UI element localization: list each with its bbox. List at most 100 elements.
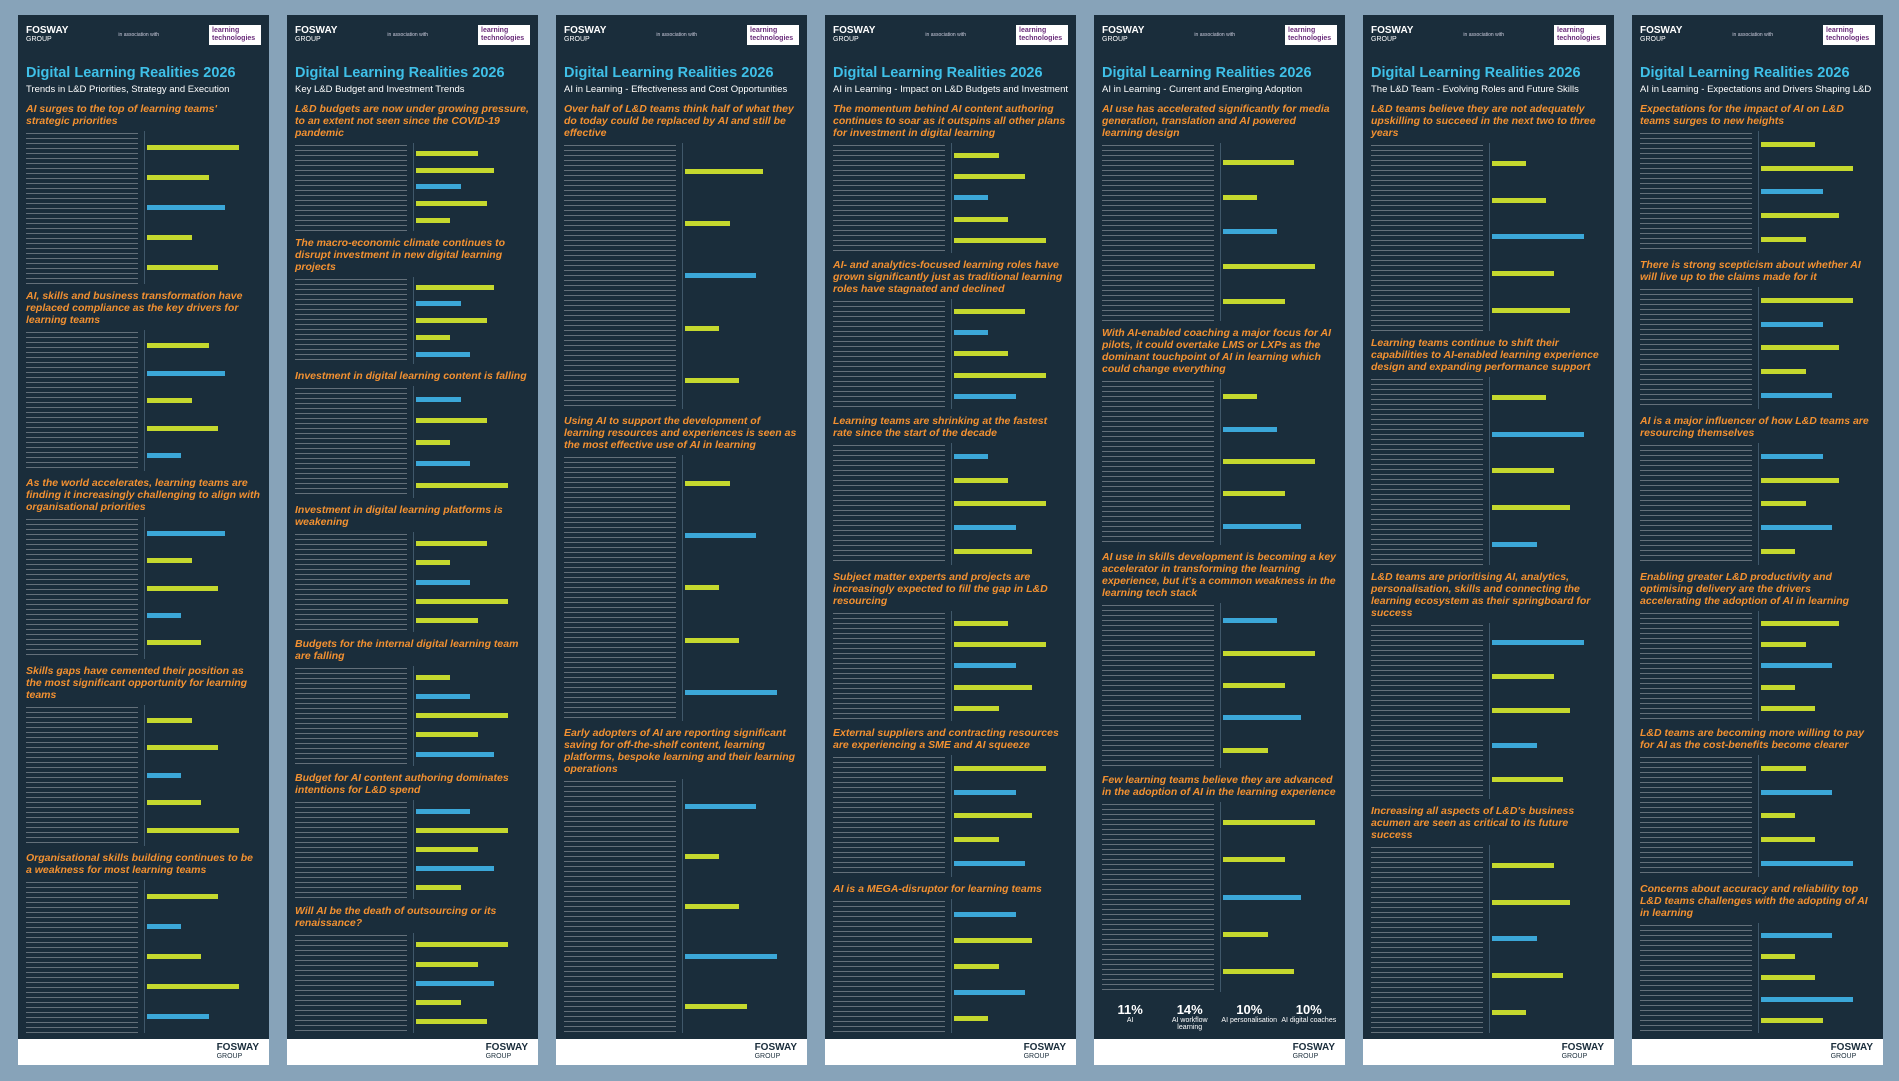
section-body <box>295 386 530 499</box>
chart-bar <box>1761 142 1815 148</box>
panel-subtitle: The L&D Team - Evolving Roles and Future… <box>1371 84 1579 95</box>
section-body <box>1640 443 1875 565</box>
section-heading: Learning teams are shrinking at the fast… <box>833 415 1048 439</box>
logo-text: FOSWAY <box>295 25 338 36</box>
body-text <box>295 799 407 900</box>
section-heading: With AI-enabled coaching a major focus f… <box>1102 326 1331 375</box>
fosway-logo: FOSWAY GROUP <box>1102 26 1144 44</box>
chart-bar <box>416 184 461 190</box>
fosway-logo: FOSWAY GROUP <box>26 26 68 44</box>
logo-sub: GROUP <box>1561 1053 1588 1060</box>
chart-bar <box>1492 197 1546 203</box>
chart-graphic <box>1758 443 1875 565</box>
body-text <box>833 443 945 565</box>
section-body <box>26 704 261 846</box>
partner-logo: learning technologies <box>1285 25 1337 45</box>
section: With AI-enabled coaching a major focus f… <box>1102 327 1337 545</box>
section-heading: Learning teams continue to shift their c… <box>1371 337 1599 373</box>
chart-bar <box>1223 650 1315 656</box>
section-heading: L&D teams are becoming more willing to p… <box>1640 727 1865 751</box>
sections: The momentum behind AI content authoring… <box>833 103 1068 1039</box>
association-text: in association with <box>656 32 697 38</box>
body-text <box>1640 923 1752 1033</box>
section: Concerns about accuracy and reliability … <box>1640 883 1875 1033</box>
chart-bar <box>416 866 495 872</box>
section-body <box>1640 923 1875 1033</box>
chart-graphic <box>1220 378 1337 545</box>
chart-bar <box>954 860 1025 866</box>
chart-bar <box>1761 933 1832 939</box>
chart-bar <box>1492 542 1537 548</box>
chart-bar <box>1492 160 1526 166</box>
section-heading: AI use in skills development is becoming… <box>1102 550 1336 599</box>
section-heading: AI is a major influencer of how L&D team… <box>1640 415 1869 439</box>
section-body <box>1371 143 1606 331</box>
chart-bar <box>147 175 209 181</box>
chart-bar <box>416 418 487 424</box>
chart-graphic <box>951 443 1068 565</box>
chart-graphic <box>1220 602 1337 769</box>
chart-graphic <box>1758 131 1875 253</box>
chart-bar <box>416 579 470 585</box>
chart-bar <box>1492 308 1571 314</box>
chart-bar <box>1223 159 1294 165</box>
chart-bar <box>954 195 988 201</box>
body-text <box>1102 802 1214 992</box>
panel-title: Digital Learning Realities 2026 <box>1371 65 1581 81</box>
chart-bar <box>1492 742 1537 748</box>
section-body <box>1640 611 1875 721</box>
chart-bar <box>1223 229 1277 235</box>
stat-value: 14% <box>1176 1002 1203 1017</box>
body-text <box>833 611 945 721</box>
stat: 10% AI personalisation <box>1221 1002 1277 1031</box>
chart-bar <box>685 637 739 643</box>
section-heading: Will AI be the death of outsourcing or i… <box>295 905 497 930</box>
section-heading: Over half of L&D teams think half of wha… <box>564 103 794 139</box>
logo-text: FOSWAY <box>1640 25 1683 36</box>
section-body <box>295 933 530 1034</box>
chart-graphic <box>1489 377 1606 565</box>
section-body <box>295 276 530 365</box>
stat: 11% AI <box>1102 1002 1158 1031</box>
logo-text: FOSWAY <box>216 1042 259 1053</box>
chart-bar <box>416 396 461 402</box>
section-body <box>564 779 799 1033</box>
chart-bar <box>1761 454 1823 460</box>
section-body <box>833 755 1068 877</box>
chart-bar <box>1492 674 1554 680</box>
section: The macro-economic climate continues to … <box>295 237 530 365</box>
panel-header: FOSWAY GROUP in association with learning t… <box>1371 15 1606 55</box>
chart-bar <box>416 732 478 738</box>
section-heading: Expectations for the impact of AI on L&D… <box>1640 103 1844 127</box>
logo-sub: GROUP <box>1371 36 1397 43</box>
chart-bar <box>1223 298 1285 304</box>
chart-bar <box>1492 468 1554 474</box>
chart-bar <box>147 717 192 723</box>
chart-graphic <box>682 143 799 409</box>
body-text <box>1640 611 1752 721</box>
panel-title: Digital Learning Realities 2026 <box>1102 65 1312 81</box>
chart-bar <box>147 640 201 646</box>
section: Using AI to support the development of l… <box>564 415 799 721</box>
chart-bar <box>416 999 461 1005</box>
chart-bar <box>1223 931 1268 937</box>
chart-bar <box>954 989 1025 995</box>
section-heading: There is strong scepticism about whether… <box>1640 259 1861 283</box>
chart-bar <box>954 237 1046 243</box>
body-text <box>295 532 407 632</box>
chart-graphic <box>1220 802 1337 992</box>
section: AI, skills and business transformation h… <box>26 290 261 472</box>
section: Investment in digital learning content i… <box>295 370 530 499</box>
section-heading: As the world accelerates, learning teams… <box>26 477 260 514</box>
partner-logo: learning technologies <box>209 25 261 45</box>
body-text <box>295 386 407 499</box>
chart-bar <box>416 961 478 967</box>
chart-bar <box>1223 264 1315 270</box>
fosway-logo: FOSWAY GROUP <box>1371 26 1413 44</box>
fosway-logo: FOSWAY GROUP <box>1562 1043 1604 1061</box>
chart-graphic <box>144 704 261 846</box>
chart-bar <box>954 216 1008 222</box>
chart-bar <box>147 953 201 959</box>
chart-bar <box>954 684 1033 690</box>
chart-bar <box>1761 236 1806 242</box>
